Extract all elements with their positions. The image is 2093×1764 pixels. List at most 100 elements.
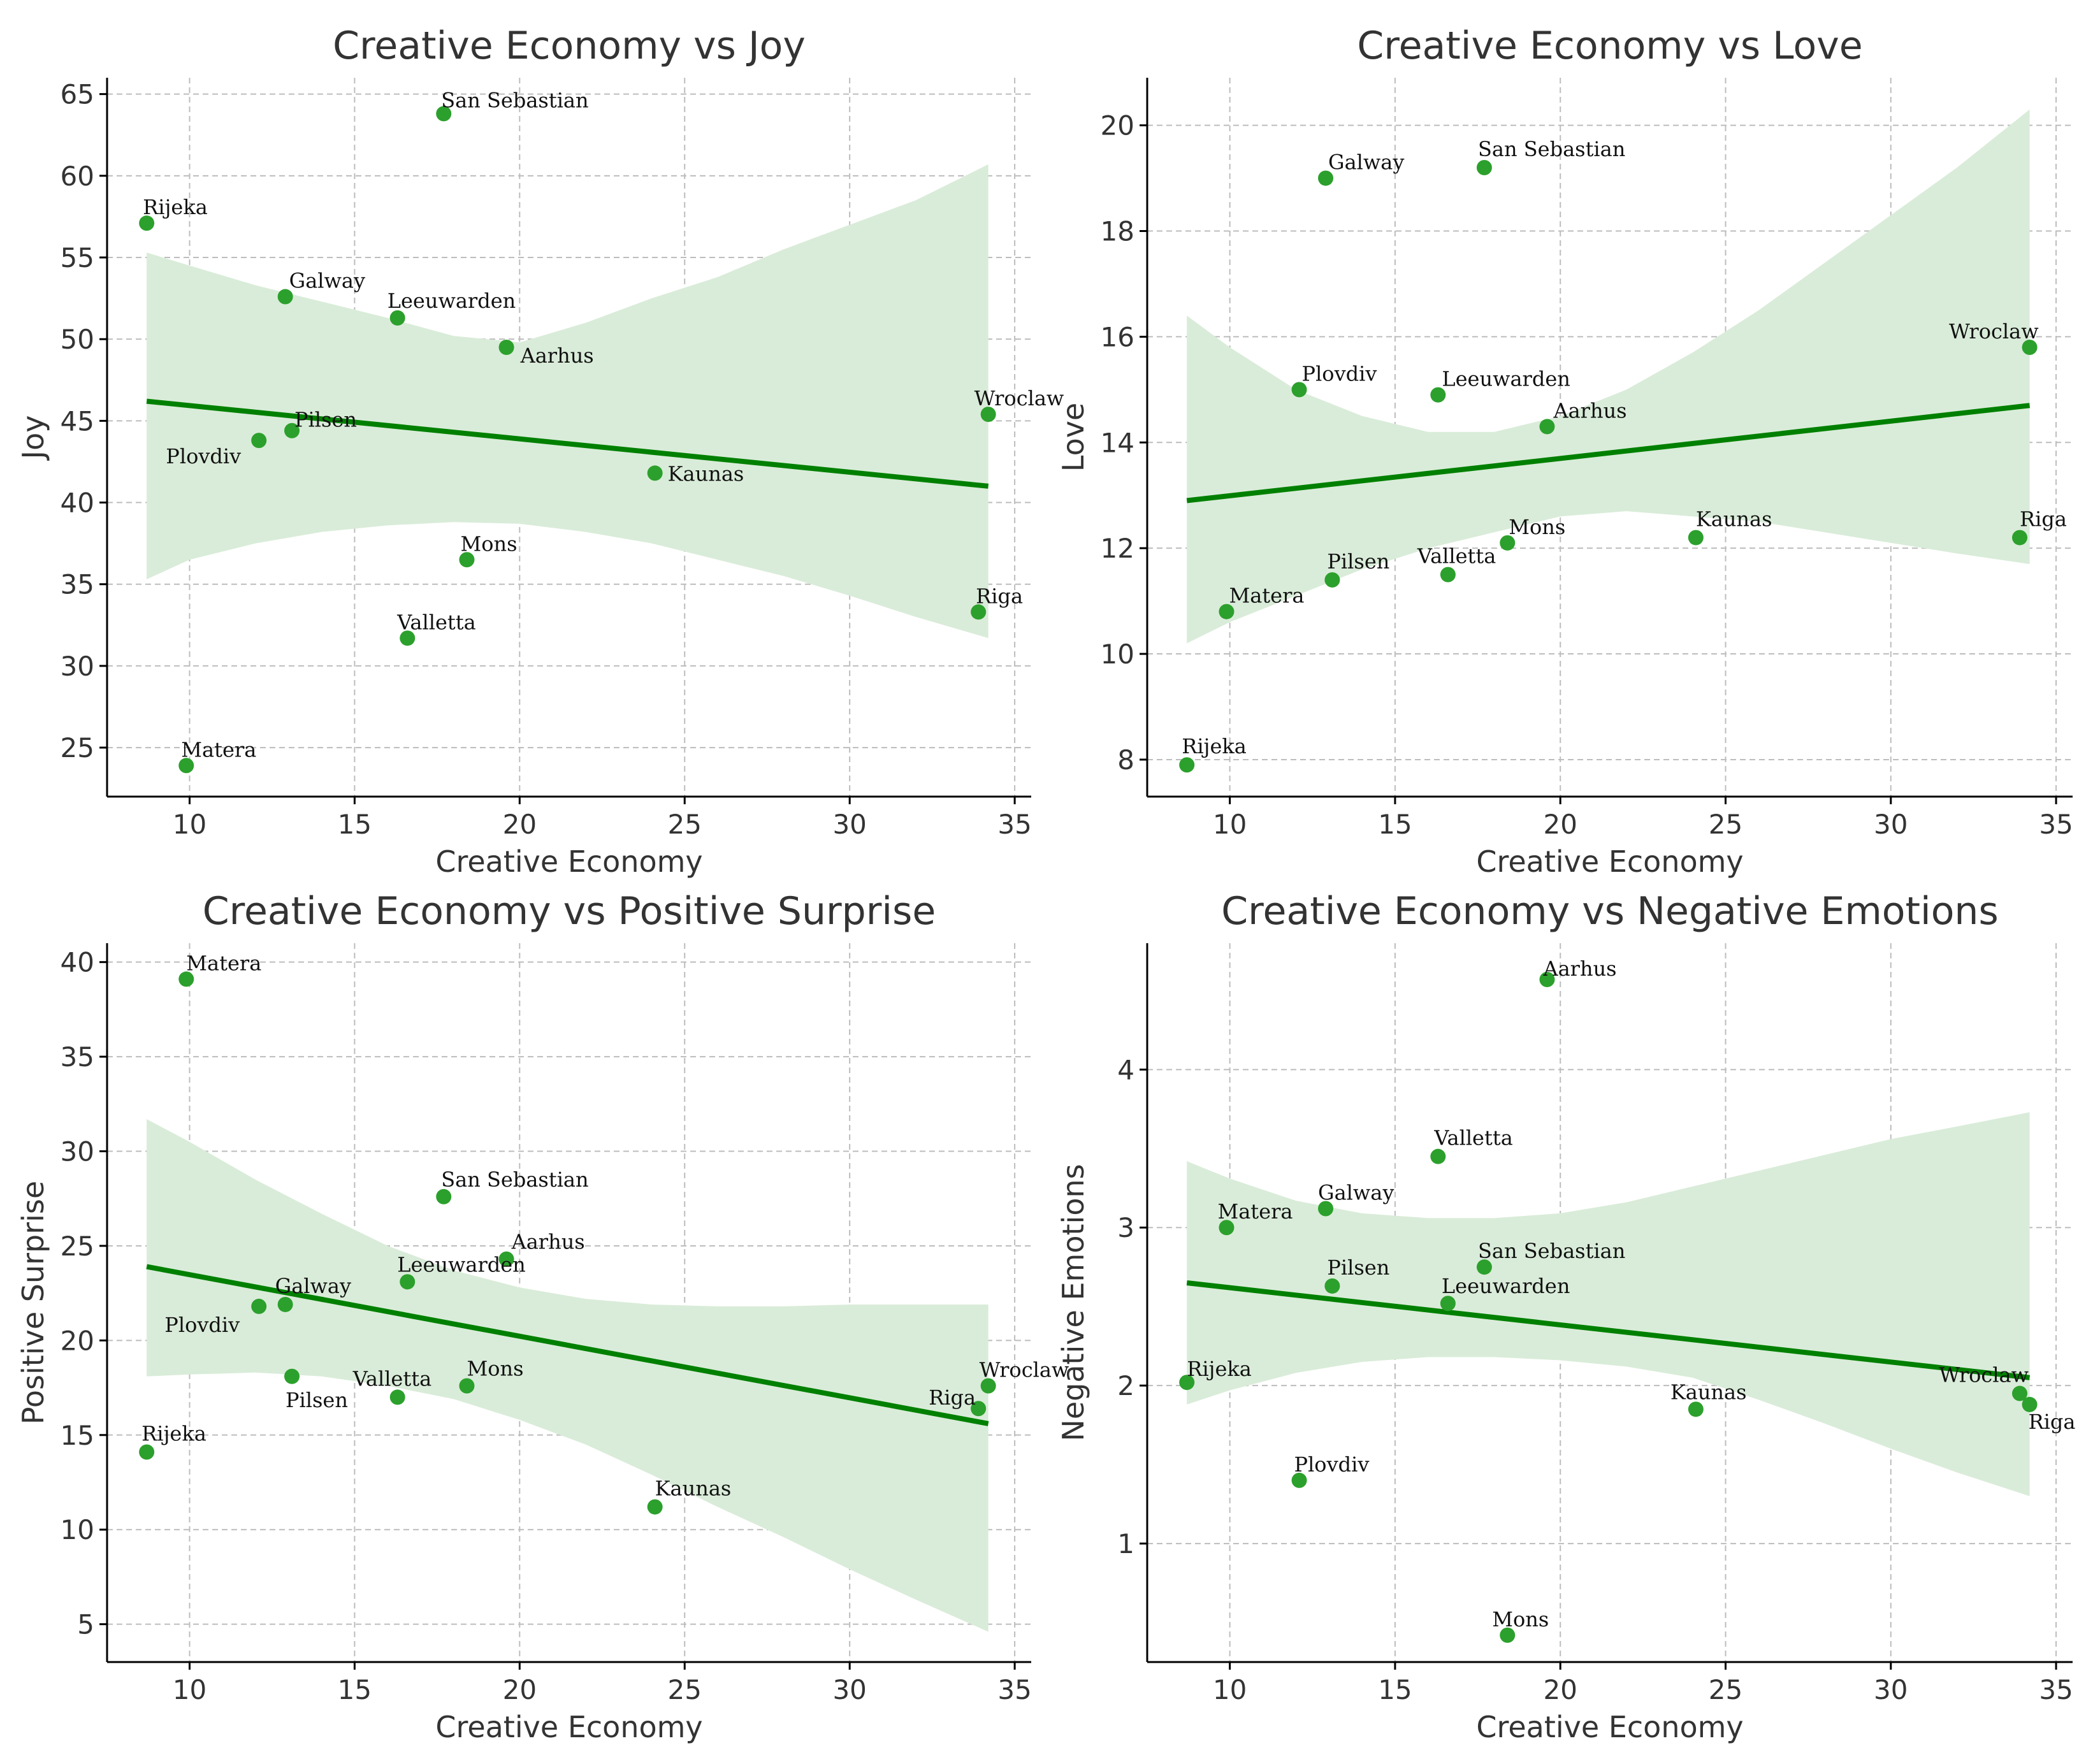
data-point-galway <box>277 289 293 305</box>
chart-panel-1: Rijeka Matera Plovdiv Galway Pilsen Leeuwarde… <box>16 24 1064 879</box>
point-label: Wroclaw <box>980 1358 1069 1382</box>
data-point-riga <box>2022 1396 2038 1412</box>
point-label: Plovdiv <box>164 1313 240 1337</box>
point-label: Plovdiv <box>1302 361 1377 386</box>
regression-line <box>1186 1280 2031 1380</box>
point-label: Rijeka <box>1182 734 1247 758</box>
data-point-galway <box>1318 1201 1334 1217</box>
x-tick-label: 30 <box>1874 809 1908 840</box>
point-label: Leeuwarden <box>1442 367 1570 391</box>
point-label: San Sebastian <box>1478 1239 1625 1263</box>
chart-title: Creative Economy vs Negative Emotions <box>1221 889 1998 934</box>
regression-line <box>146 1264 989 1426</box>
x-tick-label: 10 <box>1213 1674 1247 1705</box>
confidence-band <box>147 164 989 639</box>
point-label: Leeuwarden <box>387 289 516 313</box>
data-point-kaunas <box>1688 1401 1704 1417</box>
x-tick-label: 25 <box>668 1674 702 1705</box>
chart-title: Creative Economy vs Positive Surprise <box>203 889 936 934</box>
data-point-mons <box>459 552 475 568</box>
data-point-san-sebastian <box>436 1189 452 1204</box>
point-label: Galway <box>1328 150 1404 175</box>
data-point-valletta <box>1430 1148 1446 1164</box>
x-tick-label: 15 <box>1378 809 1412 840</box>
data-point-aarhus <box>498 1251 514 1267</box>
data-point-rijeka <box>139 1444 155 1460</box>
data-point-leeuwarden <box>1440 1296 1456 1312</box>
point-label: Riga <box>2020 507 2067 531</box>
x-axis-label: Creative Economy <box>1476 1710 1743 1744</box>
regression-line <box>1186 403 2031 503</box>
point-label: Plovdiv <box>1294 1452 1370 1477</box>
y-tick-label: 8 <box>1117 744 1134 776</box>
point-label: Kaunas <box>655 1477 732 1501</box>
data-point-matera <box>178 758 194 774</box>
point-label: Mons <box>1509 515 1565 539</box>
y-axis-label: Love <box>1056 403 1090 472</box>
y-tick-label: 10 <box>61 1514 94 1545</box>
data-point-san-sebastian <box>436 106 452 122</box>
x-tick-label: 35 <box>2039 1674 2073 1705</box>
data-point-galway <box>1318 170 1334 186</box>
y-tick-label: 65 <box>61 79 94 110</box>
data-point-aarhus <box>1539 419 1555 435</box>
chart-panel-2: Rijeka Matera Plovdiv Galway Pilsen Leeuwarde… <box>1056 24 2073 879</box>
point-label: Plovdiv <box>166 444 241 468</box>
x-tick-label: 15 <box>338 1674 372 1705</box>
chart-title: Creative Economy vs Love <box>1357 24 1862 68</box>
point-label: Galway <box>289 269 365 293</box>
point-label: Mons <box>460 531 517 556</box>
data-point-matera <box>1219 604 1235 619</box>
point-label: Galway <box>275 1274 351 1298</box>
data-point-mons <box>1500 1627 1516 1643</box>
y-tick-label: 55 <box>61 242 94 273</box>
x-tick-label: 30 <box>832 809 866 840</box>
point-label: Valletta <box>1433 1126 1512 1150</box>
point-label: Rijeka <box>1187 1357 1252 1381</box>
x-tick-label: 25 <box>1709 809 1742 840</box>
data-point-rijeka <box>1179 1375 1195 1391</box>
data-point-wroclaw <box>980 407 996 423</box>
data-point-mons <box>459 1378 475 1394</box>
y-tick-label: 15 <box>61 1420 94 1451</box>
data-point-aarhus <box>1539 972 1555 988</box>
confidence-band <box>1187 1112 2030 1496</box>
data-point-wroclaw <box>980 1378 996 1394</box>
data-point-pilsen <box>1324 572 1340 588</box>
point-label: Mons <box>467 1357 523 1381</box>
point-label: Wroclaw <box>1949 319 2039 343</box>
y-tick-label: 35 <box>61 1041 94 1073</box>
y-tick-label: 40 <box>61 947 94 978</box>
x-tick-label: 30 <box>832 1674 866 1705</box>
x-axis-label: Creative Economy <box>435 844 702 879</box>
point-label: Rijeka <box>141 1422 206 1446</box>
point-label: Kaunas <box>668 461 744 486</box>
point-label: Rijeka <box>143 195 208 219</box>
x-tick-label: 15 <box>338 809 372 840</box>
data-point-leeuwarden <box>1430 387 1446 403</box>
x-tick-label: 10 <box>173 809 206 840</box>
x-tick-label: 20 <box>1543 809 1577 840</box>
data-point-riga <box>2012 530 2028 546</box>
chart-panel-4: Rijeka Matera Plovdiv Galway Pilsen Valletta L… <box>1056 889 2075 1744</box>
y-tick-label: 35 <box>61 569 94 600</box>
x-axis-label: Creative Economy <box>1476 844 1743 879</box>
data-point-plovdiv <box>1291 1472 1307 1488</box>
x-tick-label: 20 <box>1543 1674 1577 1705</box>
data-point-aarhus <box>498 340 514 355</box>
y-axis-label: Joy <box>16 416 50 461</box>
x-tick-label: 35 <box>2039 809 2073 840</box>
y-tick-label: 3 <box>1117 1212 1134 1243</box>
point-label: Valletta <box>1417 544 1496 568</box>
regression-line <box>146 398 989 489</box>
data-point-kaunas <box>1688 530 1704 546</box>
data-point-valletta <box>1440 567 1456 582</box>
y-tick-label: 45 <box>61 405 94 437</box>
y-tick-label: 60 <box>61 161 94 192</box>
point-label: Mons <box>1492 1607 1549 1631</box>
y-axis-label: Positive Surprise <box>16 1181 50 1424</box>
y-axis-label: Negative Emotions <box>1056 1164 1090 1441</box>
y-tick-label: 20 <box>1101 110 1134 141</box>
confidence-band <box>1187 109 2030 644</box>
